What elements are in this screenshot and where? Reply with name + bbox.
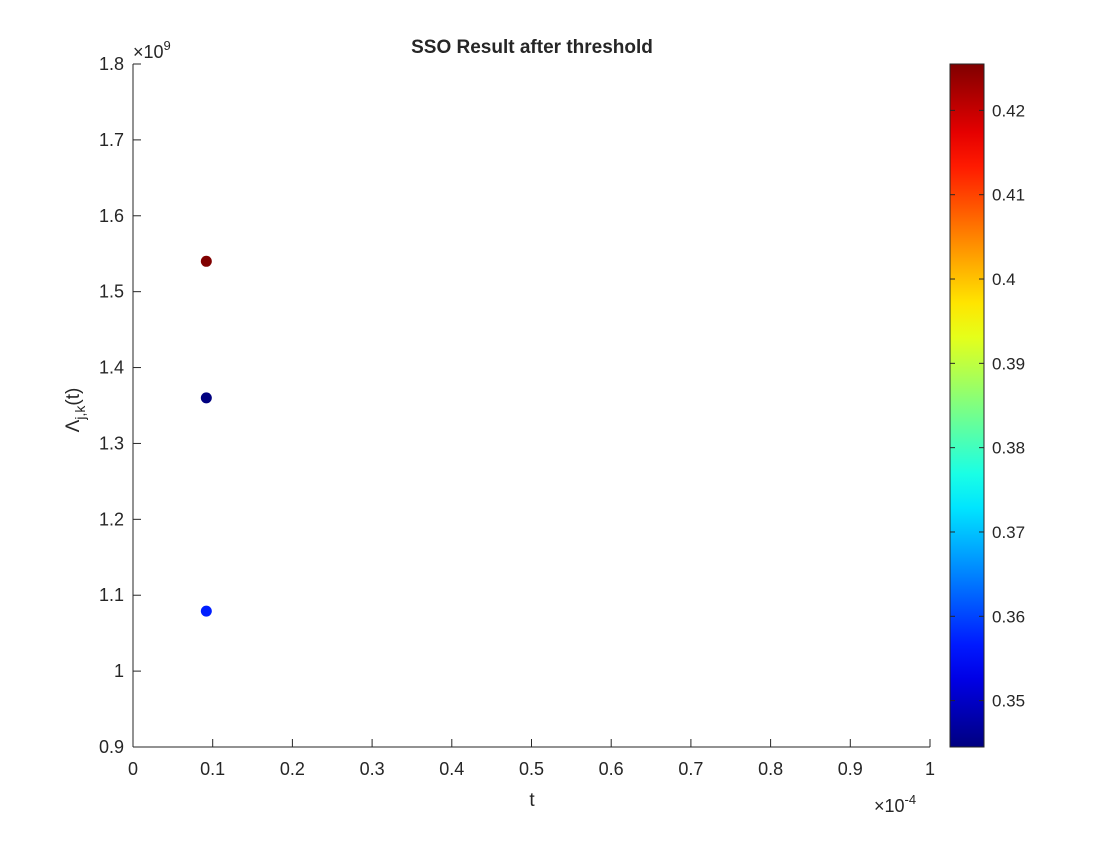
y-tick-label: 1.3 [99, 433, 124, 453]
x-tick-label: 0.3 [360, 759, 385, 779]
axes-lines [132, 64, 930, 748]
x-axis-label: t [529, 790, 535, 811]
x-exponent-power: -4 [905, 792, 917, 807]
y-exponent-power: 9 [164, 38, 171, 53]
y-axis-label-subscript: j,k [72, 405, 88, 421]
x-tick-label: 1 [925, 759, 935, 779]
y-tick-label: 1.6 [99, 206, 124, 226]
x-tick-label: 0.7 [678, 759, 703, 779]
y-axis-label-suffix: (t) [63, 388, 84, 406]
colorbar-tick-label: 0.35 [992, 692, 1025, 711]
x-tick-label: 0.1 [200, 759, 225, 779]
y-axis-label: Λj,k(t) [63, 388, 88, 433]
colorbar-tick-label: 0.39 [992, 354, 1025, 373]
y-axis-label-symbol: Λ [63, 419, 84, 432]
colorbar-tick-label: 0.36 [992, 607, 1025, 626]
y-exponent-label: ×109 [133, 38, 171, 62]
y-tick-label: 1.1 [99, 585, 124, 605]
x-axis-ticks: 0 0.1 0.2 0.3 0.4 0.5 0.6 0.7 0.8 0.9 1 [128, 739, 935, 779]
x-tick-label: 0.6 [599, 759, 624, 779]
data-points [200, 255, 212, 617]
x-exponent-label: ×10-4 [874, 792, 916, 816]
y-tick-label: 1.8 [99, 54, 124, 74]
x-tick-label: 0.9 [838, 759, 863, 779]
x-tick-label: 0 [128, 759, 138, 779]
scatter-point [200, 392, 212, 404]
colorbar-tick-label: 0.38 [992, 439, 1025, 458]
colorbar-tick-label: 0.41 [992, 186, 1025, 205]
y-tick-label: 1 [114, 661, 124, 681]
colorbar-tick-label: 0.4 [992, 270, 1016, 289]
y-tick-label: 0.9 [99, 737, 124, 757]
scatter-point [200, 605, 212, 617]
y-axis-ticks: 0.9 1 1.1 1.2 1.3 1.4 1.5 1.6 1.7 1.8 [99, 54, 141, 757]
y-exponent-base: ×10 [133, 42, 164, 62]
y-tick-label: 1.5 [99, 282, 124, 302]
x-exponent-base: ×10 [874, 796, 905, 816]
y-tick-label: 1.4 [99, 358, 124, 378]
colorbar-ticks: 0.35 0.36 0.37 0.38 0.39 0.4 0.41 0.42 [950, 101, 1025, 711]
colorbar-gradient [949, 63, 985, 748]
colorbar: 0.35 0.36 0.37 0.38 0.39 0.4 0.41 0.42 [949, 63, 1025, 748]
x-tick-label: 0.2 [280, 759, 305, 779]
chart-title: SSO Result after threshold [411, 37, 653, 58]
y-tick-label: 1.7 [99, 130, 124, 150]
x-tick-label: 0.4 [439, 759, 464, 779]
x-tick-label: 0.5 [519, 759, 544, 779]
colorbar-tick-label: 0.37 [992, 523, 1025, 542]
x-tick-label: 0.8 [758, 759, 783, 779]
colorbar-tick-label: 0.42 [992, 101, 1025, 120]
y-tick-label: 1.2 [99, 509, 124, 529]
scatter-point [200, 255, 212, 267]
